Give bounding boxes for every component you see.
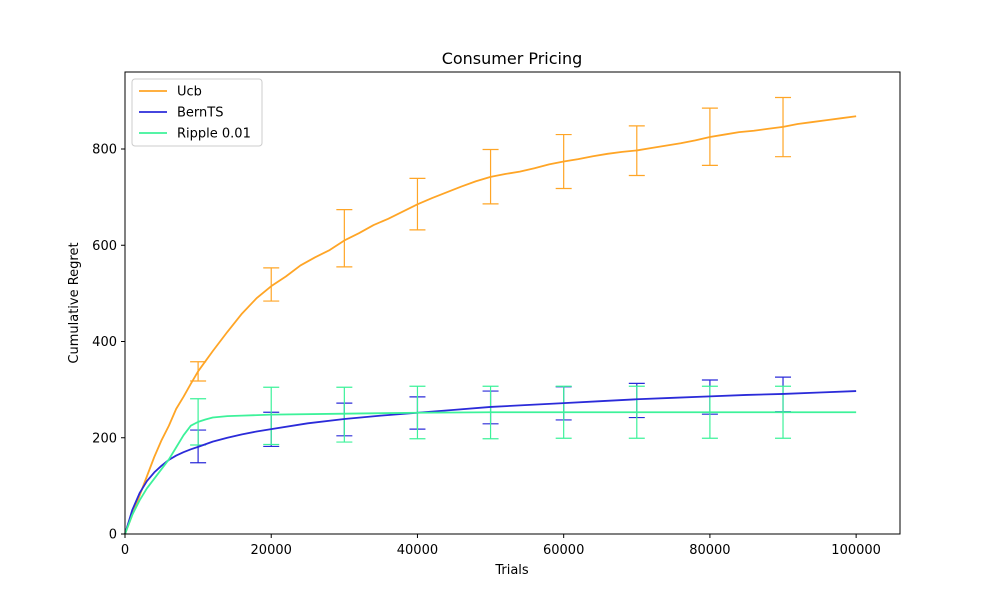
error-bar-ucb [336,209,353,268]
x-tick-label: 60000 [543,543,584,558]
legend-box [131,78,263,147]
series-line-bernts [124,390,857,535]
y-tick-label: 200 [92,431,117,446]
legend-label: Ucb [177,85,202,100]
x-tick-label: 40000 [397,543,438,558]
y-tick-label: 400 [92,335,117,350]
x-tick-label: 80000 [689,543,730,558]
error-bar-ripple-0-01 [263,386,280,446]
legend-label: BernTS [177,106,223,121]
error-bar-ucb [263,267,280,302]
y-tick-label: 600 [92,239,117,254]
legend-item-ripple-0-01: Ripple 0.01 [139,127,251,142]
x-axis-ticks: 0 20000 40000 60000 80000 100000 [121,534,881,558]
legend: Ucb BernTS Ripple 0.01 [131,78,263,147]
x-tick-label: 20000 [251,543,292,558]
legend-item-ucb: Ucb [139,85,202,100]
series-line-ucb [124,115,857,535]
y-tick-label: 800 [92,143,117,158]
x-tick-label: 100000 [831,543,881,558]
chart-title: Consumer Pricing [442,49,583,68]
legend-item-bernts: BernTS [139,106,223,121]
series-lines-layer [124,115,857,535]
y-axis-ticks: 0 200 400 600 800 [92,143,125,543]
legend-label: Ripple 0.01 [177,127,251,142]
x-axis-label: Trials [494,563,529,578]
plot-frame [124,71,901,535]
x-tick-label: 0 [121,543,129,558]
plot-background [125,72,900,534]
y-tick-label: 0 [109,528,117,543]
y-axis-label: Cumulative Regret [67,242,82,363]
error-bar-ripple-0-01 [336,386,353,443]
series-line-ripple-0-01 [124,411,857,535]
